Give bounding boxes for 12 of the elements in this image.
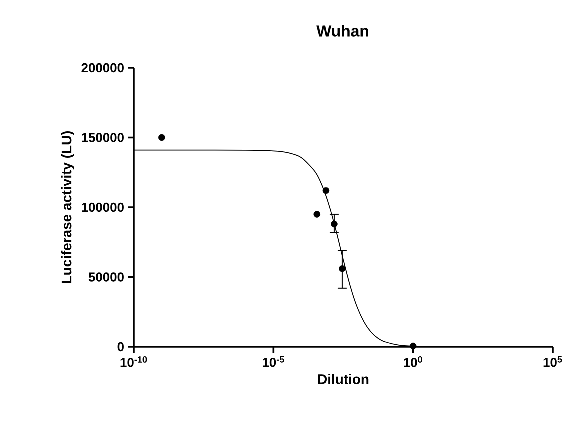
x-tick-label: 10$^{-10}$ (120, 356, 148, 368)
x-axis-title: Dilution (318, 374, 369, 384)
x-tick-label: 10$^{-5}$ (262, 356, 284, 368)
y-tick-label: 200000 (82, 63, 124, 73)
y-tick-label: 100000 (82, 202, 124, 212)
y-tick-label: 0 (118, 342, 124, 352)
y-tick-label: 150000 (82, 133, 124, 142)
x-tick-label: 10$^{0}$ (404, 356, 422, 368)
y-axis-title: Luciferase activity (LU) (61, 131, 74, 284)
x-tick-label: 10$^{5}$ (544, 356, 562, 368)
y-tick-label: 50000 (88, 272, 124, 282)
chart-title: Wuhan (316, 25, 368, 37)
